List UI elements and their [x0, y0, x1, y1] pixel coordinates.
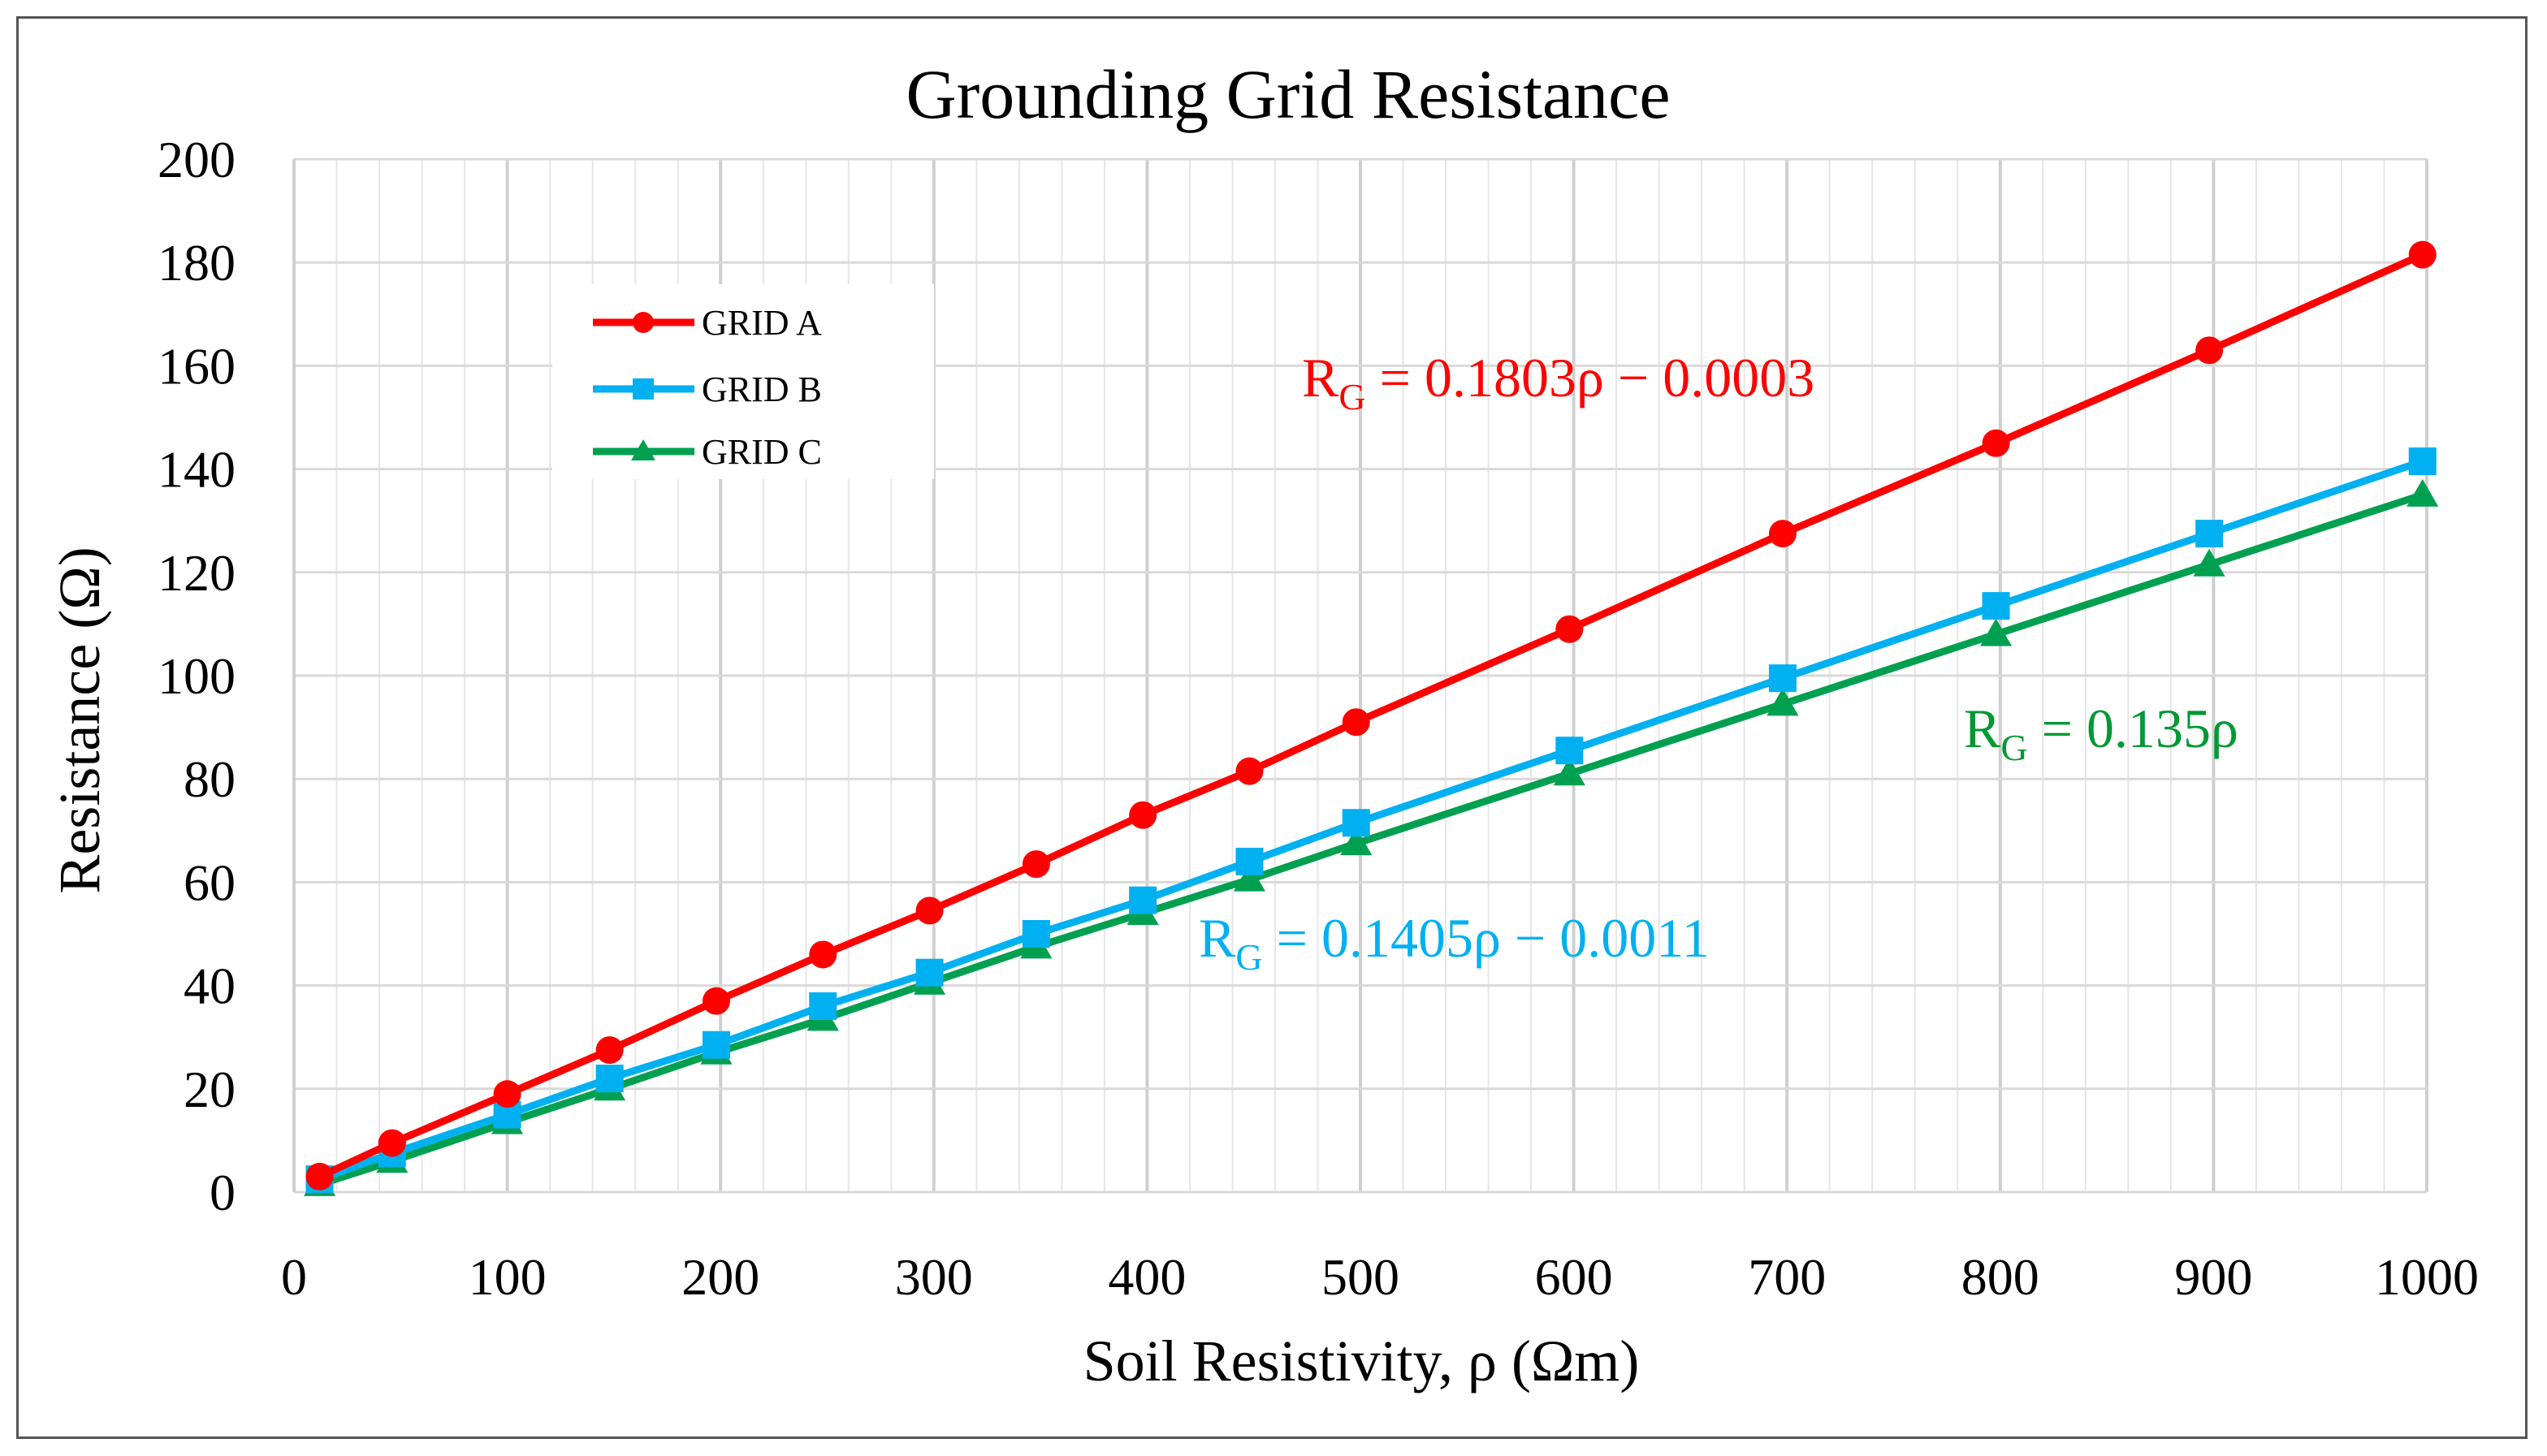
chart-frame — [16, 16, 2528, 1439]
grid-b-point — [1982, 592, 2010, 620]
grid-b-point — [1342, 809, 1370, 837]
legend-grid-a-label: GRID A — [702, 303, 822, 343]
grid-a-point — [1768, 520, 1797, 548]
y-tick-label: 0 — [210, 1164, 236, 1221]
grid-c-point — [2406, 478, 2439, 507]
grid-b-point — [1768, 664, 1797, 693]
y-tick-label: 200 — [158, 131, 236, 188]
legend-grid-c-marker — [631, 439, 655, 461]
series-group — [303, 240, 2439, 1196]
grid-b-point — [2195, 520, 2224, 548]
legend-grid-c-label: GRID C — [702, 432, 822, 472]
x-tick-label: 100 — [469, 1248, 547, 1306]
grid-a-point — [378, 1129, 406, 1157]
grid-b-point — [809, 992, 837, 1021]
legend-grid-b-marker — [633, 378, 654, 400]
grid-a-point — [1129, 801, 1157, 829]
grid-a-point — [493, 1080, 521, 1108]
grid-c-point — [1766, 688, 1799, 716]
x-tick-label: 800 — [1961, 1248, 2039, 1306]
x-tick-label: 200 — [681, 1248, 759, 1306]
grid-c-point — [1233, 863, 1265, 892]
y-tick-label: 80 — [184, 750, 236, 808]
y-tick-label: 40 — [184, 957, 236, 1015]
grid-a-point — [1982, 429, 2010, 457]
axes: 0 100 200 300 400 500 600 700 800 900 1000 0 20 40 60 8… — [158, 131, 2479, 1306]
legend-grid-b-label: GRID B — [702, 369, 822, 409]
equation-label-1: RG = 0.1803ρ − 0.0003 — [1302, 347, 1814, 417]
grid-a-point — [2195, 336, 2224, 365]
legend-background — [552, 284, 934, 479]
grid-b-point — [1555, 737, 1584, 765]
grid-c-point — [1340, 827, 1373, 856]
grid-c-point — [1979, 618, 2013, 646]
x-tick-label: 700 — [1748, 1248, 1826, 1306]
y-tick-label: 140 — [158, 441, 236, 499]
y-tick-label: 60 — [184, 853, 236, 911]
y-tick-label: 180 — [158, 234, 236, 292]
grid-b-point — [1022, 920, 1050, 948]
grid-c-point — [1553, 758, 1585, 786]
grid-c-line — [318, 491, 2424, 1188]
legend: GRID A GRID B GRID C — [552, 284, 934, 479]
grid-a-point — [595, 1036, 624, 1065]
chart-title: Grounding Grid Resistance — [906, 55, 1670, 133]
legend-grid-a-marker — [633, 312, 654, 333]
grid-a-point — [809, 940, 837, 969]
equation-label-2: RG = 0.1405ρ − 0.0011 — [1199, 907, 1710, 978]
x-tick-label: 1000 — [2375, 1248, 2479, 1306]
y-tick-label: 100 — [158, 647, 236, 705]
grid-b-point — [1129, 886, 1157, 914]
grid-b-point — [595, 1065, 624, 1093]
grid-b-line — [318, 457, 2424, 1183]
grid-b-point — [702, 1030, 730, 1059]
grid-a-point — [915, 896, 944, 925]
grid-a-point — [1342, 708, 1370, 737]
x-tick-label: 600 — [1535, 1248, 1613, 1306]
y-tick-label: 120 — [158, 544, 236, 602]
x-tick-label: 900 — [2174, 1248, 2252, 1306]
grid-a-point — [702, 987, 730, 1015]
equation-label-3: RG = 0.135ρ — [1964, 698, 2238, 768]
grid-b-point — [1235, 847, 1264, 875]
x-axis-title: Soil Resistivity, ρ (Ωm) — [1083, 1329, 1640, 1393]
equation-annotations: RG = 0.1803ρ − 0.0003 RG = 0.1405ρ − 0.00… — [1199, 347, 2238, 978]
grid-a-point — [1235, 757, 1264, 785]
grid-a-line — [318, 251, 2424, 1181]
y-tick-label: 20 — [184, 1061, 236, 1118]
grid-a-point — [2408, 240, 2437, 269]
y-tick-label: 160 — [158, 337, 236, 395]
x-tick-label: 300 — [895, 1248, 973, 1306]
x-tick-label: 500 — [1321, 1248, 1399, 1306]
grid-c-point — [2193, 548, 2225, 577]
y-axis-title: Resistance (Ω) — [47, 547, 112, 893]
grid-a-point — [1555, 615, 1584, 643]
grid-b-point — [2408, 447, 2437, 476]
x-tick-label: 0 — [281, 1248, 307, 1306]
grid-a-point — [1022, 850, 1050, 879]
x-tick-label: 400 — [1108, 1248, 1186, 1306]
grid-a-point — [305, 1162, 334, 1190]
grid-b-point — [915, 958, 944, 987]
